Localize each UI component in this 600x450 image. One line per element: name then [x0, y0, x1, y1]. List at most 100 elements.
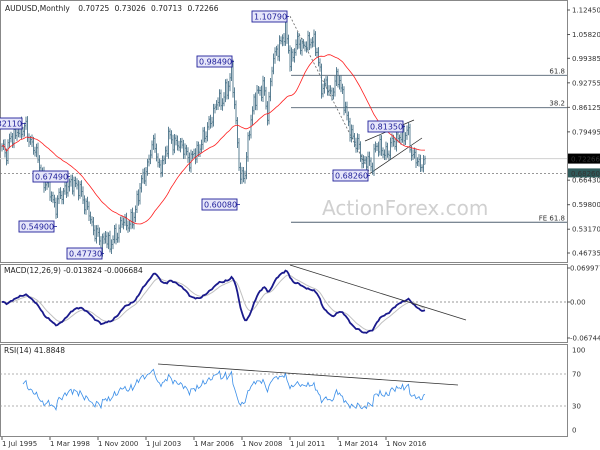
price-bar [137, 189, 140, 206]
price-bar [218, 89, 221, 107]
price-bar [26, 116, 29, 142]
price-bar [112, 235, 114, 250]
annotation-box [367, 120, 404, 133]
price-bar [374, 141, 377, 153]
price-bar [199, 144, 201, 158]
price-bar [244, 170, 246, 184]
price-bar [383, 149, 386, 160]
macd-tick-label: 0.00 [570, 299, 586, 307]
open-value: 0.70725 [78, 4, 109, 13]
annotation-text: 0.81350 [370, 123, 403, 132]
price-bar [107, 232, 110, 250]
price-bar [173, 133, 176, 154]
price-bar [388, 150, 390, 161]
price-bar [382, 147, 384, 159]
price-bar [154, 133, 156, 153]
price-bar [302, 39, 305, 49]
price-annotation: 0.81350 [367, 120, 405, 133]
price-bar [415, 148, 417, 168]
price-bar [263, 77, 266, 96]
price-bar [293, 48, 296, 63]
chart-header: AUDUSD,Monthly 0.70725 0.73026 0.70713 0… [5, 4, 219, 13]
price-bar [128, 219, 131, 232]
price-annotation: 1.10790 [251, 10, 289, 23]
price-bar [329, 85, 332, 95]
price-bar [343, 86, 345, 116]
price-bar [32, 136, 35, 155]
rsi-panel [0, 344, 568, 437]
price-bar [287, 34, 290, 54]
price-bar [149, 149, 152, 165]
y-tick-label: 0.46735 [572, 250, 600, 258]
price-bar [176, 135, 179, 151]
price-bar [406, 125, 408, 140]
price-bar [152, 134, 155, 150]
annotation-box [0, 117, 23, 130]
price-bar [256, 85, 258, 111]
price-bar [175, 134, 177, 146]
price-bar [325, 76, 327, 88]
price-bar [223, 92, 225, 107]
price-bar [136, 190, 138, 214]
price-bar [358, 133, 360, 150]
moving-average-line [1, 54, 425, 225]
price-bar [158, 158, 161, 168]
price-bar [71, 174, 74, 195]
channel-lower-line [369, 137, 423, 174]
price-bar [121, 215, 123, 228]
price-bar [322, 83, 324, 98]
annotation-text: 1.10790 [254, 13, 287, 22]
price-bar [134, 205, 137, 223]
price-bar [94, 225, 96, 242]
macd-tick-label: -0.067448 [570, 335, 600, 343]
price-bar [83, 195, 86, 215]
annotation-box [332, 169, 369, 182]
price-bars [1, 16, 426, 259]
rsi-line [22, 368, 426, 412]
price-bar [167, 126, 170, 159]
price-bar [157, 153, 159, 168]
price-bar [130, 209, 132, 230]
y-tick-label: 0.92755 [572, 79, 600, 87]
price-bar [319, 58, 321, 72]
price-bar [389, 137, 392, 160]
price-annotation: 0.47730 [66, 247, 104, 260]
price-bar [320, 63, 323, 99]
rsi-tick-label: 100 [572, 347, 585, 355]
price-bar [202, 127, 204, 150]
price-bar [31, 134, 33, 147]
price-bar [68, 178, 71, 192]
annotation-text: 0.67490 [35, 173, 68, 182]
x-tick-label: 1 Nov 2016 [386, 440, 427, 448]
price-bar [394, 137, 396, 150]
price-bar [359, 141, 362, 162]
price-bar [253, 94, 255, 115]
price-bar [125, 212, 128, 231]
price-bar [379, 134, 381, 156]
price-bar [124, 213, 126, 226]
price-bar [344, 101, 347, 114]
price-bar [98, 227, 101, 246]
price-bar [53, 194, 56, 208]
price-bar [196, 141, 198, 163]
price-bar [280, 36, 282, 45]
price-bar [115, 223, 117, 245]
price-bar [236, 117, 239, 148]
price-bar [208, 116, 210, 131]
price-bar [251, 106, 254, 126]
price-bar [326, 76, 329, 96]
price-bar [190, 149, 192, 173]
price-bar [182, 139, 185, 160]
rsi-tick-label: 0 [572, 427, 576, 435]
price-bar [367, 151, 369, 171]
price-bar [188, 152, 191, 172]
price-bar [194, 148, 197, 165]
price-bar [323, 78, 326, 94]
price-annotation: 0.60080 [201, 198, 240, 211]
price-bar [166, 145, 168, 157]
price-bar [38, 155, 41, 173]
price-bar [76, 178, 78, 190]
price-bar [377, 141, 380, 157]
price-bar [89, 211, 92, 224]
price-bar [70, 174, 72, 187]
